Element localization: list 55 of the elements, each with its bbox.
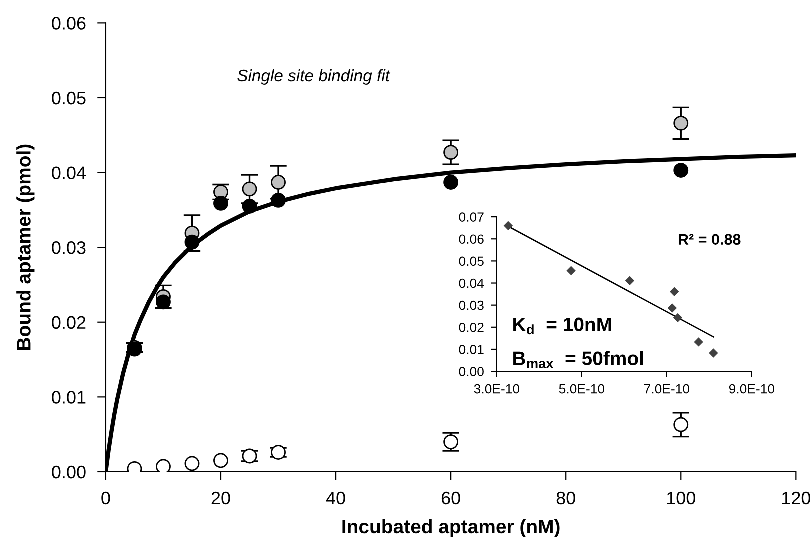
y-tick-label: 0.00 bbox=[459, 367, 484, 376]
y-tick-label: 0.04 bbox=[52, 166, 86, 180]
y-tick-label: 0.00 bbox=[52, 466, 86, 479]
y-tick-label: 0.04 bbox=[459, 278, 484, 288]
x-tick-label: 20 bbox=[212, 492, 230, 505]
x-tick-label: 100 bbox=[667, 492, 696, 505]
point bbox=[674, 417, 689, 432]
y-axis-title: Bound aptamer (pmol) bbox=[16, 144, 35, 350]
y-tick-label: 0.07 bbox=[459, 212, 484, 222]
point bbox=[156, 459, 171, 472]
y-tick-label: 0.02 bbox=[52, 316, 86, 330]
y-tick-label: 0.01 bbox=[459, 345, 484, 354]
x-axis-title: Incubated aptamer (nM) bbox=[342, 519, 560, 538]
point bbox=[670, 287, 680, 296]
point bbox=[156, 294, 171, 310]
point bbox=[184, 234, 200, 250]
point bbox=[674, 163, 689, 178]
point bbox=[709, 348, 718, 358]
y-tick-label: 0.06 bbox=[459, 234, 484, 244]
point bbox=[674, 116, 689, 131]
y-tick-label: 0.06 bbox=[52, 17, 86, 30]
point bbox=[271, 192, 286, 208]
point bbox=[271, 175, 286, 190]
y-tick-label: 0.03 bbox=[459, 300, 484, 310]
point bbox=[214, 196, 228, 211]
x-tick-label: 9.0E-10 bbox=[729, 384, 775, 394]
point bbox=[242, 198, 258, 214]
point bbox=[625, 276, 635, 286]
y-tick-label: 0.01 bbox=[52, 391, 86, 404]
point bbox=[566, 266, 576, 276]
point bbox=[184, 456, 200, 472]
point bbox=[668, 304, 678, 313]
point bbox=[214, 453, 228, 468]
x-tick-label: 40 bbox=[326, 492, 346, 505]
point bbox=[504, 221, 514, 230]
y-tick-label: 0.02 bbox=[459, 322, 484, 332]
point bbox=[694, 338, 704, 347]
y-tick-label: 0.05 bbox=[459, 256, 484, 266]
point bbox=[242, 182, 258, 197]
y-tick-label: 0.03 bbox=[52, 242, 86, 254]
point bbox=[444, 175, 459, 190]
point bbox=[673, 313, 683, 323]
x-tick-label: 60 bbox=[442, 492, 460, 505]
x-tick-label: 120 bbox=[782, 492, 811, 505]
x-tick-label: 0 bbox=[102, 492, 110, 505]
annotation: K$_{d}$ = 10nM bbox=[514, 318, 612, 335]
x-tick-label: 80 bbox=[556, 492, 576, 505]
point bbox=[444, 145, 459, 160]
annotation: B$_{max}$ = 50fmol bbox=[514, 351, 644, 368]
x-tick-label: 7.0E-10 bbox=[644, 384, 690, 394]
x-tick-label: 3.0E-10 bbox=[474, 384, 520, 394]
annotation: Single site binding fit bbox=[238, 69, 391, 85]
x-tick-label: 5.0E-10 bbox=[559, 384, 605, 394]
annotation: R² = 0.88 bbox=[678, 234, 741, 246]
y-tick-label: 0.05 bbox=[52, 92, 86, 105]
